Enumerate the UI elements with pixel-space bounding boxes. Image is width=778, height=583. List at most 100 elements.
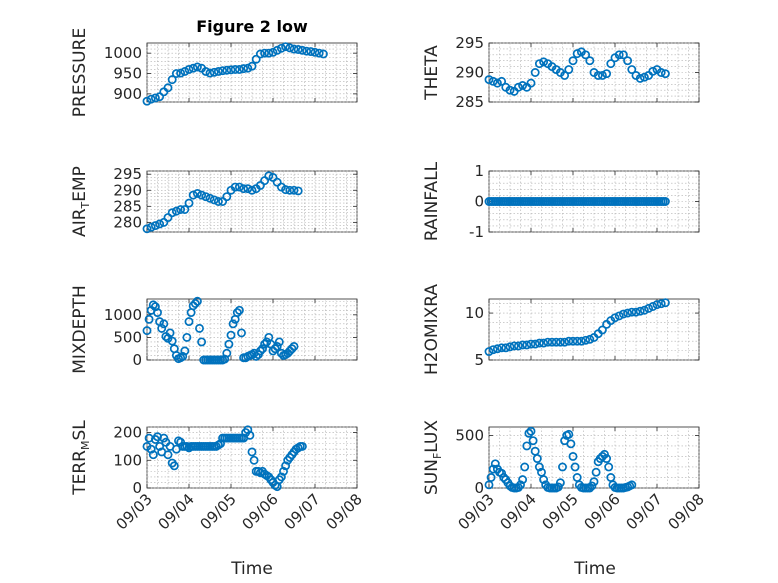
data-point-pressure (314, 48, 324, 58)
y-tick-label: 290 (455, 64, 484, 82)
data-point-air-t-emp (176, 205, 186, 214)
subplot-h2omixra: 5 10 H2OMIXRA (422, 284, 700, 375)
data-point-sun-f-lux (522, 441, 532, 451)
data-point-pressure (281, 42, 291, 52)
data-point-rainfall (660, 197, 670, 206)
data-point-pressure (176, 68, 186, 78)
data-point-h2omixra (534, 338, 544, 348)
y-tick-label: 200 (113, 424, 142, 442)
y-tick-label: 500 (455, 426, 484, 444)
y-tick-label: 10 (465, 304, 484, 322)
data-point-sun-f-lux (570, 462, 580, 472)
data-point-air-t-emp (293, 186, 303, 196)
data-point-pressure (180, 67, 190, 76)
data-point-air-t-emp (142, 224, 152, 234)
data-point-pressure (163, 83, 173, 93)
data-point-theta (497, 76, 507, 86)
data-point-air-t-emp (264, 171, 274, 181)
data-point-theta (639, 72, 649, 82)
data-point-mixdepth (184, 317, 194, 327)
data-point-pressure (226, 65, 236, 75)
data-point-pressure (297, 45, 307, 55)
data-point-air-t-emp (146, 222, 156, 232)
data-point-sun-f-lux (564, 429, 574, 439)
data-point-mixdepth (255, 346, 265, 356)
data-point-mixdepth (222, 348, 232, 358)
data-point-mixdepth (237, 328, 246, 338)
y-axis-label-theta: THETA (422, 45, 442, 101)
data-point-pressure (251, 54, 261, 64)
data-point-h2omixra (513, 341, 523, 351)
data-point-mixdepth (192, 296, 202, 306)
data-point-theta (585, 56, 595, 66)
data-point-air-t-emp (150, 221, 160, 231)
data-point-mixdepth (153, 308, 162, 318)
data-point-h2omixra (572, 336, 582, 346)
data-point-air-t-emp (197, 190, 207, 200)
data-point-pressure (150, 93, 160, 103)
data-point-sun-f-lux (591, 467, 601, 477)
data-point-h2omixra (648, 302, 658, 311)
data-point-terr-m-sl (247, 447, 257, 457)
data-point-h2omixra (660, 298, 670, 308)
data-point-h2omixra (551, 337, 561, 347)
y-axis-label-part: AIR (70, 208, 90, 237)
data-point-sun-f-lux (520, 462, 530, 472)
data-point-theta (539, 57, 549, 67)
data-point-pressure (230, 64, 240, 74)
data-point-mixdepth (251, 351, 261, 361)
data-point-mixdepth (232, 308, 242, 318)
y-tick-label: 1000 (104, 306, 142, 324)
data-point-terr-m-sl (281, 461, 291, 471)
data-point-air-t-emp (243, 184, 253, 194)
data-point-h2omixra (492, 344, 502, 354)
data-point-sun-f-lux (526, 426, 536, 436)
y-axis-label-sun-f-lux: SUNFLUX (422, 420, 444, 495)
data-point-h2omixra (526, 339, 536, 349)
y-tick-label: 500 (113, 328, 142, 346)
data-point-theta (513, 82, 523, 92)
data-point-sun-f-lux (553, 482, 563, 492)
data-point-pressure (218, 66, 228, 76)
subplot-theta: 285 290 295 THETA (422, 34, 700, 111)
y-axis-label-part: PRESSURE (70, 28, 90, 117)
data-point-h2omixra (639, 305, 649, 315)
data-point-mixdepth (258, 344, 267, 354)
data-point-air-t-emp (155, 219, 165, 229)
data-point-sun-f-lux (566, 439, 576, 449)
data-point-h2omixra (501, 343, 511, 353)
data-point-mixdepth (144, 314, 154, 324)
y-tick-label: 285 (455, 93, 484, 111)
data-point-air-t-emp (285, 185, 295, 195)
data-point-theta (660, 69, 670, 79)
data-point-pressure (243, 63, 253, 73)
data-point-h2omixra (543, 337, 553, 347)
data-point-h2omixra (576, 336, 586, 346)
data-point-terr-m-sl (276, 472, 286, 482)
data-point-terr-m-sl (169, 461, 179, 471)
data-point-sun-f-lux (604, 462, 614, 472)
data-point-sun-f-lux (486, 473, 496, 482)
data-point-air-t-emp (247, 185, 257, 195)
y-tick-label: 295 (113, 165, 142, 183)
data-point-theta (564, 65, 574, 75)
data-point-terr-m-sl (146, 444, 156, 454)
data-point-pressure (306, 47, 316, 56)
y-tick-label: 290 (113, 181, 142, 199)
data-point-sun-f-lux (600, 449, 609, 459)
data-point-theta (518, 81, 528, 90)
subplot-rainfall: -1 0 1 RAINFALL (422, 161, 700, 241)
data-point-mixdepth (167, 336, 177, 346)
data-point-h2omixra (555, 337, 565, 347)
y-axis-label-part: SUN (422, 459, 442, 495)
data-point-air-t-emp (289, 185, 299, 195)
y-axis-label-part: MIXDEPTH (70, 285, 90, 374)
data-point-pressure (205, 68, 215, 78)
data-point-h2omixra (509, 341, 519, 351)
data-point-mixdepth (276, 348, 286, 358)
data-point-pressure (142, 96, 152, 106)
y-tick-label: 0 (474, 479, 484, 497)
data-point-pressure (302, 46, 312, 56)
data-point-pressure (268, 47, 278, 57)
data-point-air-t-emp (171, 206, 181, 216)
